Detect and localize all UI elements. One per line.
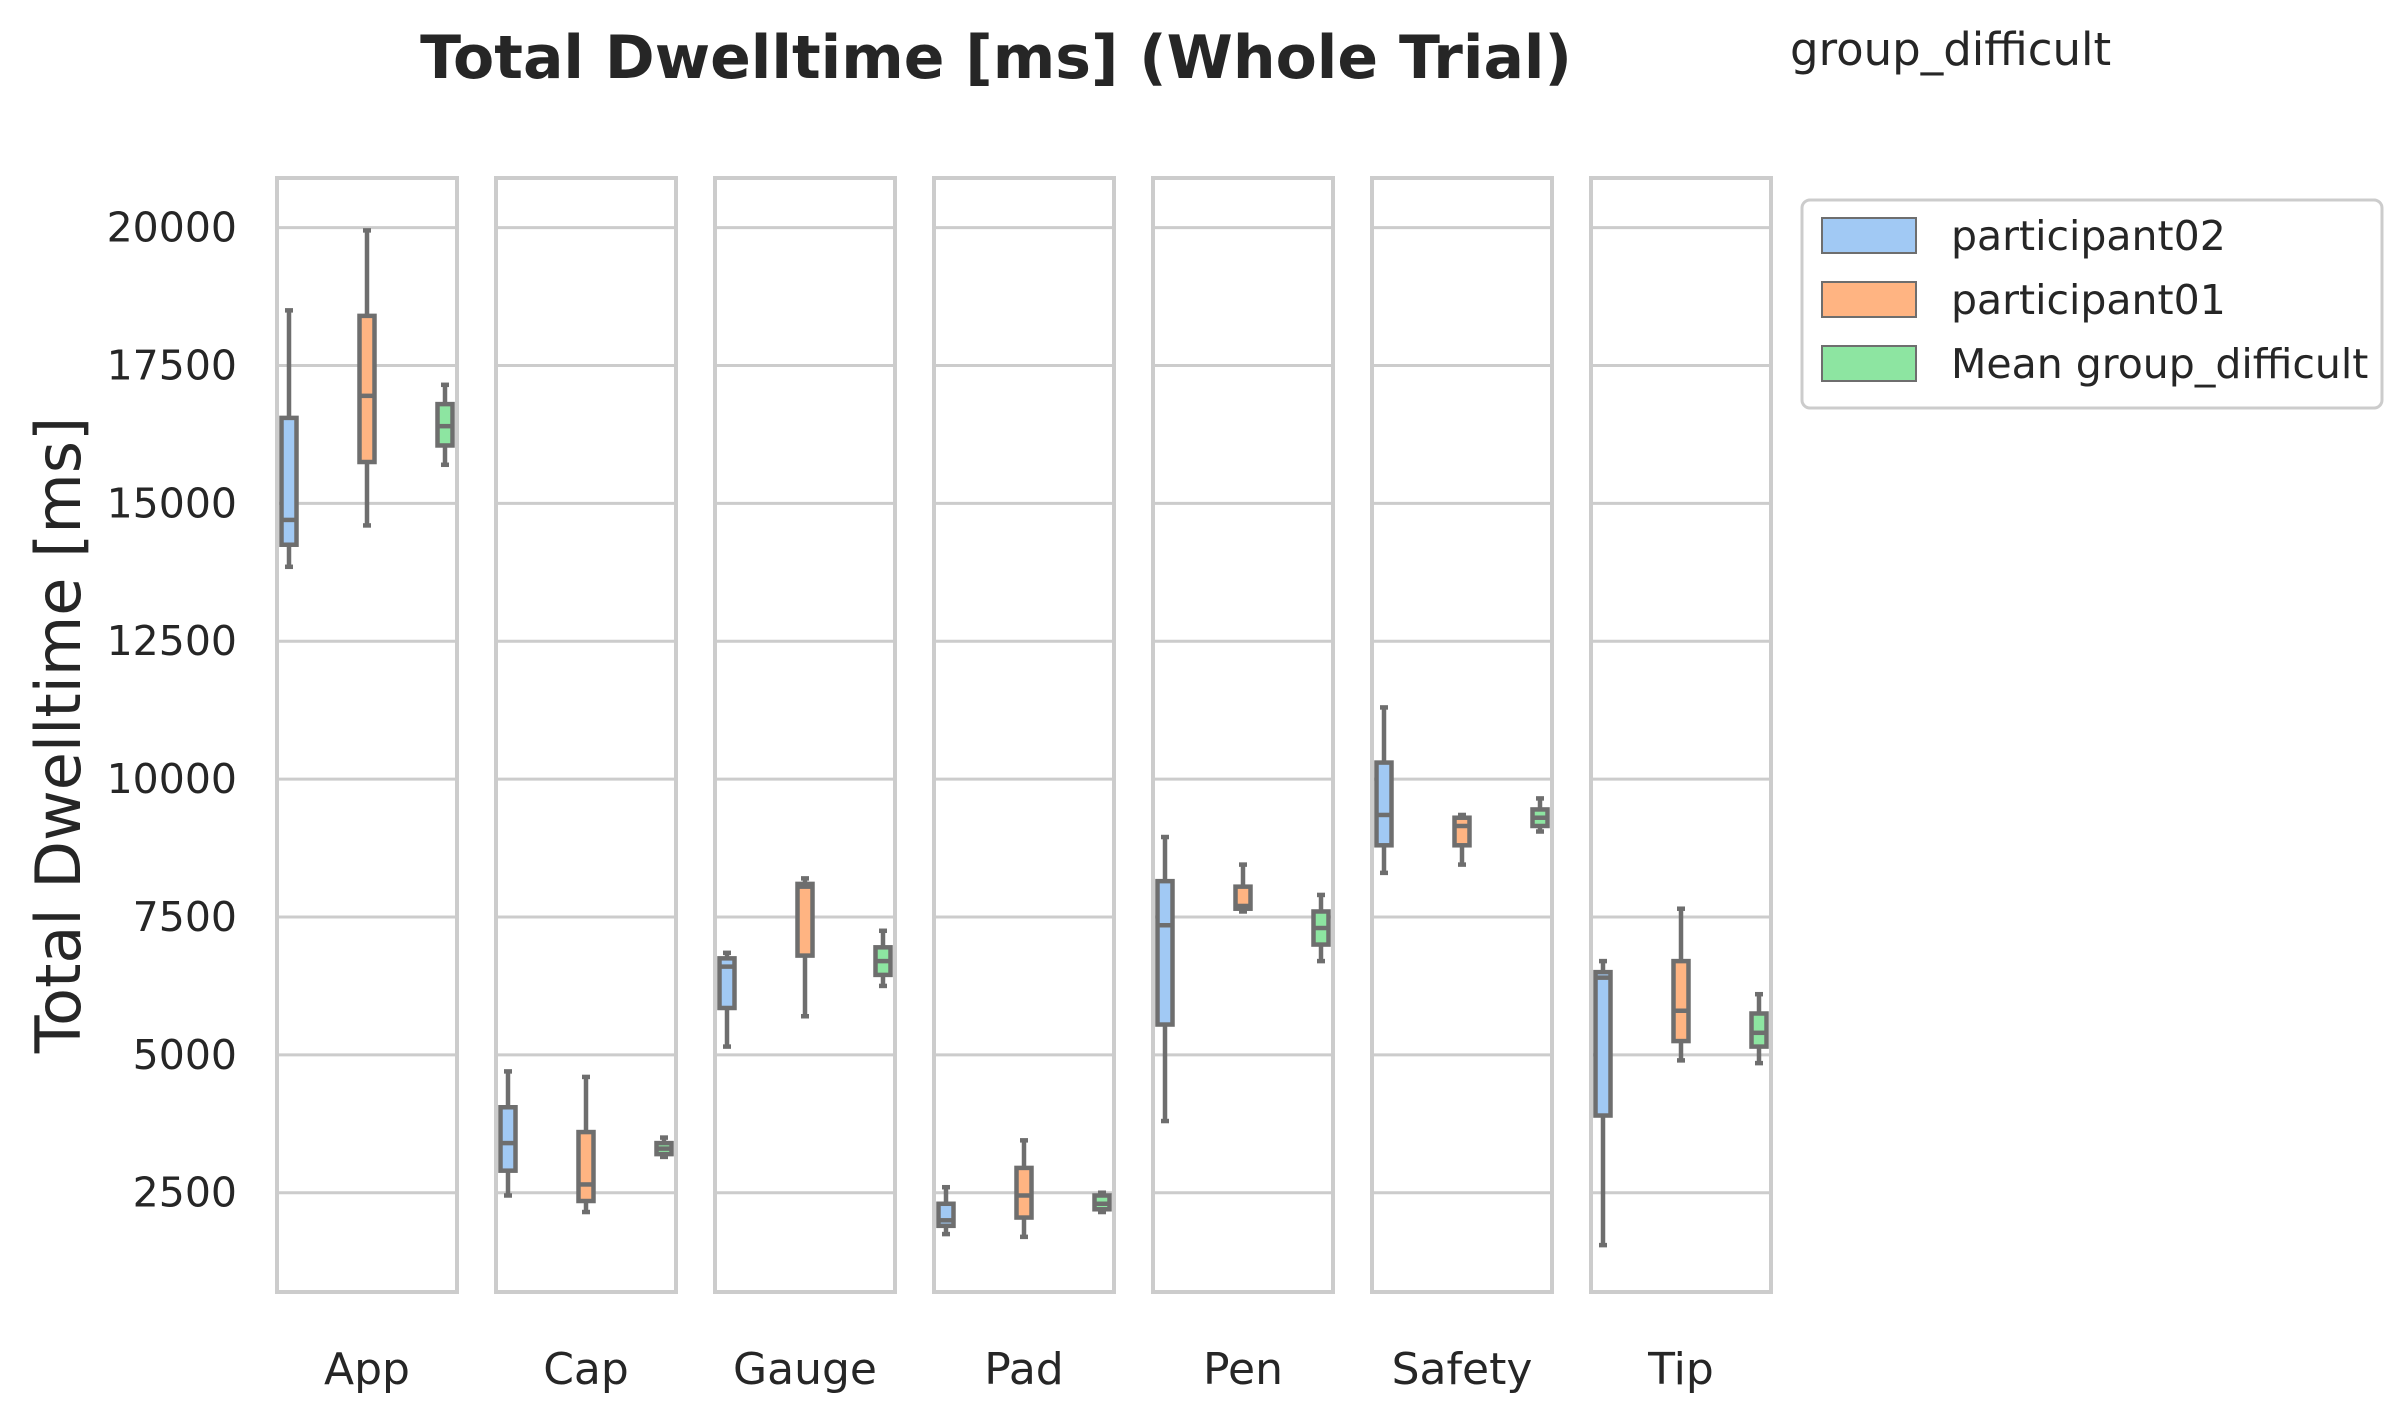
box-pad-participant01 [1014,1138,1034,1240]
legend-label: participant01 [1951,276,2226,324]
box-gauge-participant02 [717,950,737,1049]
panel-frame-tip [1589,176,1773,1294]
box-pen-participant02 [1155,834,1175,1124]
box-iqr [498,1105,518,1173]
grid-layer [277,226,1771,1195]
x-tick-label-tip: Tip [1647,1344,1714,1395]
y-tick-label: 2500 [133,1169,237,1217]
panel-frame-pen [1151,176,1335,1294]
y-tick-label: 15000 [107,479,237,527]
panel-frames [275,176,1773,1294]
box-pad-mean-group_difficult [1092,1190,1112,1215]
box-cap-participant01 [576,1074,596,1215]
x-tick-label-safety: Safety [1392,1344,1533,1395]
y-tick-label: 17500 [107,342,237,390]
y-tick-label: 5000 [133,1031,237,1079]
box-safety-participant02 [1374,705,1394,876]
box-iqr [576,1129,596,1204]
legend-swatch [1821,281,1917,318]
box-gauge-mean-group_difficult [873,928,893,989]
legend-swatch [1821,345,1917,382]
y-tick-label: 7500 [133,893,237,941]
y-tick-label: 12500 [107,617,237,665]
box-iqr [1452,815,1472,848]
box-pad-participant02 [936,1184,956,1237]
panel-frame-app [275,176,459,1294]
box-layer [279,228,1769,1248]
box-tip-mean-group_difficult [1749,991,1769,1066]
y-tick-labels: 2500 5000 7500 10000 12500 15000 17500 20000 [107,204,237,1217]
box-iqr [1593,969,1613,1118]
box-pen-mean-group_difficult [1311,892,1331,964]
box-cap-participant02 [498,1069,518,1198]
y-axis-label: Total Dwelltime [ms] [22,417,95,1054]
panel-frame-cap [494,176,678,1294]
box-app-participant02 [279,308,299,570]
box-iqr [795,881,815,958]
box-iqr [279,415,299,547]
box-iqr [1749,1011,1769,1049]
x-tick-label-cap: Cap [543,1344,629,1395]
x-tick-label-app: App [324,1344,410,1395]
box-tip-participant02 [1593,958,1613,1248]
box-cap-mean-group_difficult [654,1135,674,1160]
box-iqr [1671,958,1691,1044]
panel-frame-safety [1370,176,1554,1294]
panel-frame-pad [932,176,1116,1294]
legend-label: participant02 [1951,212,2226,260]
box-iqr [1014,1165,1034,1220]
x-tick-label-pen: Pen [1203,1344,1283,1395]
box-safety-mean-group_difficult [1530,796,1550,834]
box-app-mean-group_difficult [435,382,455,468]
box-iqr [357,313,377,465]
legend-label: Mean group_difficult [1951,340,2368,388]
box-iqr [1374,760,1394,848]
box-pen-participant01 [1233,862,1253,914]
box-iqr [1233,884,1253,911]
x-tick-label-pad: Pad [984,1344,1063,1395]
box-gauge-participant01 [795,876,815,1019]
box-iqr [1155,878,1175,1027]
box-iqr [717,956,737,1011]
box-safety-participant01 [1452,812,1472,867]
x-tick-label-gauge: Gauge [733,1344,877,1395]
legend: participant02 participant01 Mean group_dif… [1800,198,2384,410]
chart-subtitle: group_difficult [1790,23,2111,76]
y-tick-label: 20000 [107,204,237,252]
legend-frame [1800,198,2384,410]
box-tip-participant01 [1671,906,1691,1063]
y-tick-label: 10000 [107,755,237,803]
x-tick-labels: App Cap Gauge Pad Pen Safety Tip [324,1344,1714,1395]
box-app-participant01 [357,228,377,528]
legend-swatch [1821,217,1917,254]
chart-title: Total Dwelltime [ms] (Whole Trial) [420,23,1572,93]
panel-frame-gauge [713,176,897,1294]
